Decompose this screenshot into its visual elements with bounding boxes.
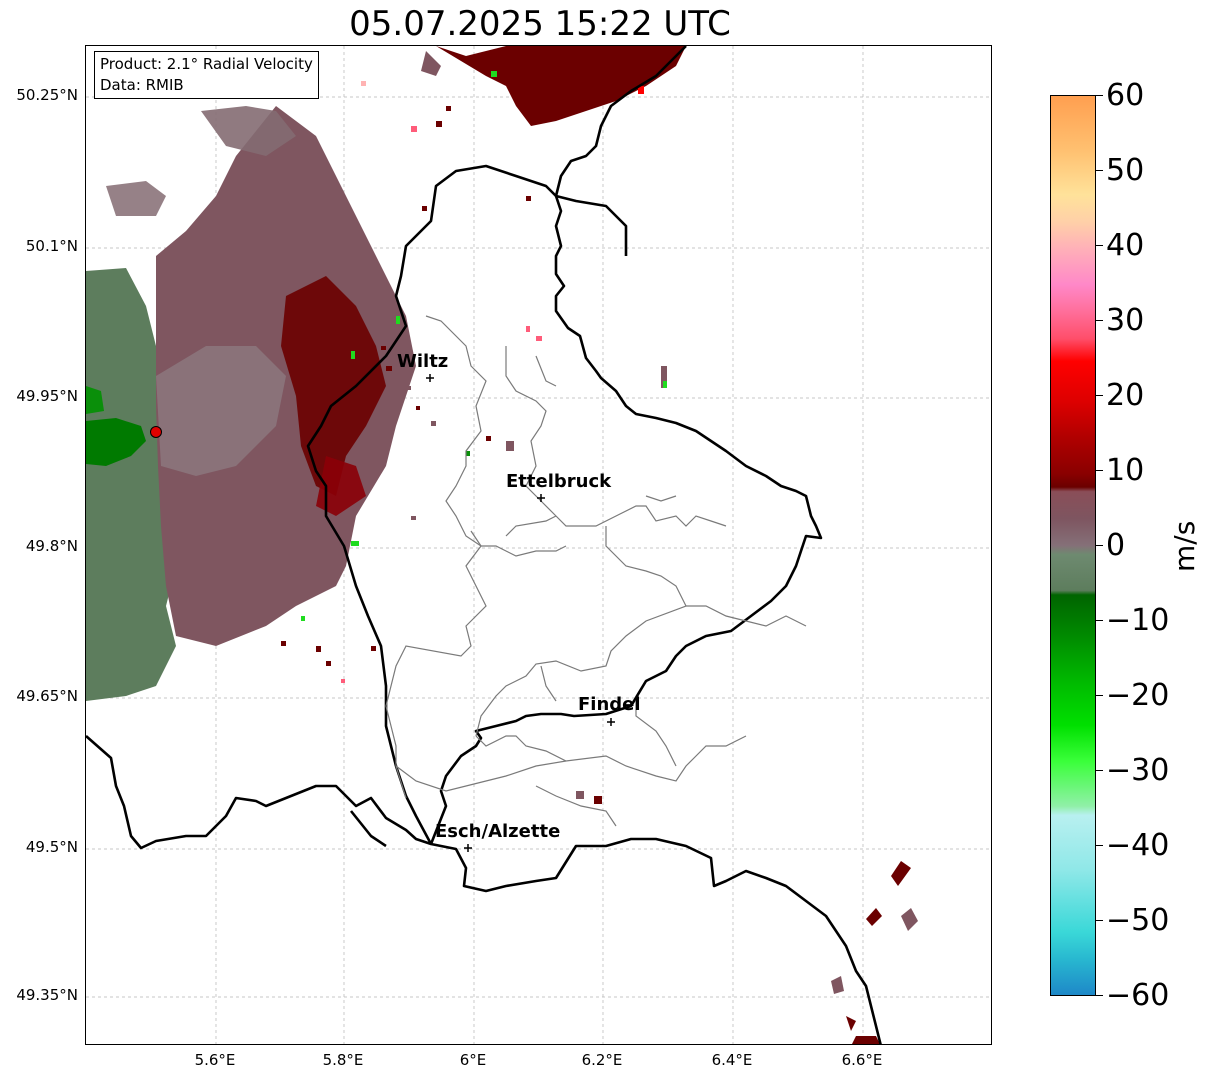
city-label-ettelbruck: Ettelbruck — [506, 471, 612, 492]
radar-map[interactable] — [85, 45, 992, 1045]
colorbar-tick-label: −40 — [1106, 828, 1170, 863]
city-markers — [426, 374, 615, 852]
colorbar-tick-label: 40 — [1106, 228, 1145, 263]
colorbar-tick-label: −60 — [1106, 978, 1170, 1013]
lat-tick-label: 49.65°N — [16, 687, 78, 705]
colorbar-tick-label: 10 — [1106, 453, 1145, 488]
city-marker-esch — [464, 844, 472, 852]
lat-tick-label: 50.25°N — [16, 86, 78, 104]
radar-site-marker — [150, 426, 162, 438]
city-label-wiltz: Wiltz — [397, 351, 449, 372]
colorbar-tick-label: 20 — [1106, 378, 1145, 413]
colorbar-tick-label: 30 — [1106, 303, 1145, 338]
lon-tick-label: 6.2°E — [581, 1051, 623, 1069]
national-border — [86, 46, 882, 1044]
lat-tick-label: 49.35°N — [16, 986, 78, 1004]
lon-tick-label: 6.6°E — [841, 1051, 883, 1069]
city-label-findel: Findel — [578, 694, 641, 715]
lon-tick-label: 6°E — [459, 1051, 487, 1069]
city-label-esch-alzette: Esch/Alzette — [435, 821, 561, 842]
colorbar-tick-label: −30 — [1106, 753, 1170, 788]
product-label: Product: 2.1° Radial Velocity — [100, 55, 313, 73]
velocity-colorbar — [1050, 95, 1096, 996]
map-title: 05.07.2025 15:22 UTC — [349, 4, 731, 44]
lon-tick-label: 5.8°E — [322, 1051, 364, 1069]
lon-tick-label: 5.6°E — [194, 1051, 236, 1069]
map-canvas — [86, 46, 991, 1044]
colorbar-tick-label: 60 — [1106, 78, 1145, 113]
lat-tick-label: 50.1°N — [25, 237, 78, 255]
city-marker-ettelbruck — [537, 494, 545, 502]
colorbar-tick-label: −10 — [1106, 603, 1170, 638]
lat-tick-label: 49.8°N — [25, 537, 78, 555]
colorbar-tick-label: −20 — [1106, 678, 1170, 713]
radar-echoes — [86, 46, 918, 1044]
city-marker-wiltz — [426, 374, 434, 382]
canton-borders — [385, 315, 807, 827]
colorbar-tick-label: 50 — [1106, 153, 1145, 188]
data-source-label: Data: RMIB — [100, 76, 184, 94]
colorbar-unit-label: m/s — [1168, 520, 1201, 572]
lat-tick-label: 49.5°N — [25, 838, 78, 856]
city-marker-findel — [607, 718, 615, 726]
lon-tick-label: 6.4°E — [711, 1051, 753, 1069]
product-info-box: Product: 2.1° Radial Velocity Data: RMIB — [94, 51, 319, 99]
colorbar-tick-label: 0 — [1106, 528, 1126, 563]
lat-tick-label: 49.95°N — [16, 387, 78, 405]
colorbar-tick-label: −50 — [1106, 903, 1170, 938]
